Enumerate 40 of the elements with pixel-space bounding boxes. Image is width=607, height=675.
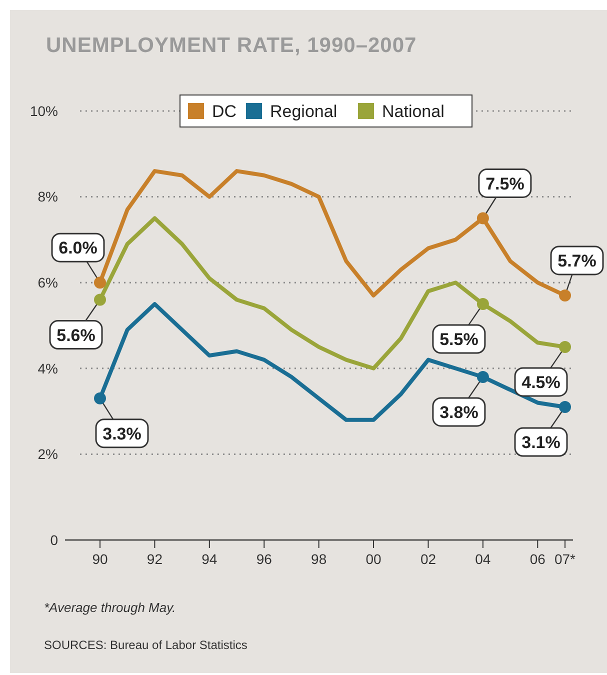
x-tick-label: 96 (256, 551, 272, 567)
y-tick-label: 4% (38, 360, 58, 376)
source-note: SOURCES: Bureau of Labor Statistics (44, 638, 248, 652)
x-tick-label: 98 (311, 551, 327, 567)
point (559, 340, 571, 353)
annotation: 5.6% (56, 326, 96, 345)
annotation: 4.5% (522, 373, 560, 392)
y-tick-label: 6% (38, 274, 58, 290)
point (94, 392, 106, 404)
point (559, 289, 571, 302)
annotation: 3.3% (102, 424, 142, 444)
annotation: 3.8% (440, 403, 478, 422)
point (94, 276, 106, 289)
point (559, 401, 571, 414)
annotation: 6.0% (58, 238, 98, 258)
y-tick-label: 8% (38, 188, 58, 205)
x-tick-label: 00 (366, 551, 382, 567)
annotation: 3.1% (522, 433, 560, 452)
y-tick-label: 2% (38, 446, 58, 462)
point (476, 298, 489, 310)
point (476, 370, 489, 383)
point (476, 212, 489, 224)
annotation: 5.5% (440, 330, 478, 350)
x-tick-label: 07* (554, 551, 576, 567)
y-tick-label: 10% (30, 102, 58, 119)
x-tick-label: 94 (202, 551, 218, 567)
legend-label: DC (212, 102, 237, 121)
x-tick-label: 02 (420, 551, 436, 567)
y-tick-label: 0 (50, 532, 58, 548)
legend-label: Regional (270, 102, 338, 121)
chart-title: UNEMPLOYMENT RATE, 1990–2007 (46, 34, 417, 57)
annotation: 7.5% (486, 174, 524, 194)
text: *Average through May. (44, 600, 176, 615)
legend-label: National (382, 102, 444, 121)
x-tick-label: 04 (475, 551, 491, 567)
annotation: 5.7% (558, 252, 596, 271)
x-tick-label: 90 (92, 551, 108, 567)
x-tick-label: 92 (146, 551, 163, 567)
point (94, 294, 106, 306)
x-tick-label: 06 (530, 551, 546, 567)
